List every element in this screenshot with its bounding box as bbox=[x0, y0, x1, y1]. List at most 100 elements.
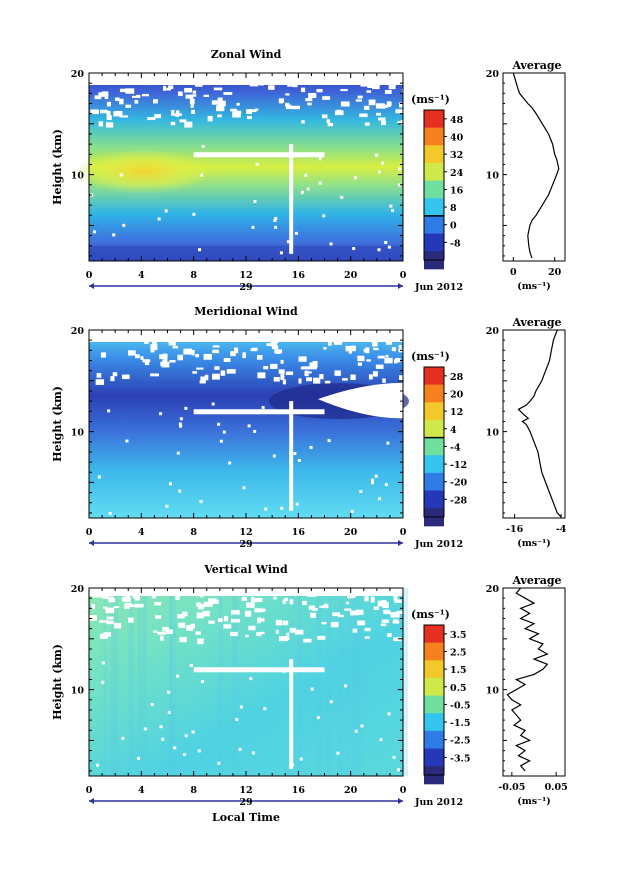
gap-cell bbox=[178, 622, 186, 628]
gap-cell bbox=[374, 474, 378, 478]
gap-cell bbox=[306, 371, 312, 374]
gap-cell bbox=[313, 377, 321, 384]
x-tick-label: 4 bbox=[138, 270, 145, 281]
vertical-streak bbox=[317, 588, 322, 776]
gap-cell bbox=[106, 122, 114, 128]
gap-cell bbox=[196, 367, 204, 370]
gap-cell bbox=[294, 231, 298, 235]
gap-cell bbox=[395, 109, 405, 114]
colorbar-segment bbox=[424, 198, 444, 217]
gap-cell bbox=[162, 626, 168, 632]
gap-cell bbox=[336, 109, 342, 115]
y-tick-label: 20 bbox=[71, 69, 85, 80]
profile-y-tick-label: 10 bbox=[486, 686, 500, 697]
chart-title: Zonal Wind bbox=[211, 48, 282, 61]
gap-cell bbox=[354, 729, 358, 733]
gap-cell bbox=[280, 359, 284, 364]
gap-cell bbox=[112, 372, 118, 377]
gap-cell bbox=[203, 94, 210, 97]
colorbar-label: -2.5 bbox=[450, 736, 470, 747]
gap-cell bbox=[391, 209, 395, 213]
colorbar-label: 32 bbox=[450, 150, 463, 161]
panel-3: Vertical Wind 0 4 8 12 16 20 0 10 20 Height (km) 29… bbox=[51, 563, 568, 824]
x-tick-label: 0 bbox=[86, 785, 93, 796]
gap-cell bbox=[357, 355, 365, 362]
x-tick-label: 16 bbox=[292, 270, 306, 281]
gap-cell bbox=[280, 506, 284, 510]
gap-cell bbox=[135, 603, 144, 608]
gap-cell bbox=[327, 123, 334, 127]
gap-cell bbox=[191, 349, 195, 356]
colorbar-label: -12 bbox=[450, 460, 467, 471]
gap-cell bbox=[372, 84, 380, 90]
gap-cell bbox=[179, 119, 187, 123]
gap-cell bbox=[106, 616, 114, 620]
gap-cell bbox=[385, 354, 389, 358]
vertical-streak bbox=[338, 588, 344, 776]
gap-cell bbox=[168, 85, 174, 89]
gap-cell bbox=[305, 98, 313, 102]
gap-cell bbox=[319, 605, 327, 608]
x-tick-label: 4 bbox=[138, 785, 145, 796]
gap-cell bbox=[100, 352, 107, 358]
gap-cell bbox=[217, 114, 222, 118]
gap-cell bbox=[106, 620, 114, 625]
colorbar-segment bbox=[424, 748, 444, 767]
gap-cell bbox=[217, 422, 221, 426]
date-label: 29 bbox=[239, 539, 253, 550]
profile-title: Average bbox=[511, 316, 561, 329]
gap-cell bbox=[364, 636, 370, 639]
colorbar-label: -3.5 bbox=[450, 753, 470, 764]
gap-cell bbox=[380, 623, 387, 627]
colorbar-label: 0 bbox=[450, 221, 457, 232]
gap-cell bbox=[186, 625, 194, 631]
gap-cell bbox=[177, 91, 183, 97]
profile-y-tick-label: 20 bbox=[486, 326, 500, 337]
gap-cell bbox=[91, 603, 96, 610]
gap-cell bbox=[103, 606, 108, 609]
gap-cell bbox=[176, 110, 180, 115]
gap-cell bbox=[364, 122, 370, 126]
gap-cell bbox=[98, 92, 108, 97]
gap-cell bbox=[147, 117, 156, 121]
colorbar-frame bbox=[423, 109, 445, 261]
gap-cell bbox=[166, 87, 172, 91]
gap-cell bbox=[203, 601, 213, 607]
gap-cell bbox=[212, 345, 220, 348]
x-tick-label: 12 bbox=[239, 270, 252, 281]
gap-cell bbox=[255, 162, 259, 166]
gap-cell bbox=[124, 602, 132, 606]
gap-cell bbox=[172, 345, 178, 349]
gap-cell bbox=[270, 363, 278, 369]
gap-cell bbox=[317, 635, 326, 640]
colorbar-segment bbox=[424, 677, 444, 697]
date-axis-arrow bbox=[89, 283, 94, 289]
gap-cell bbox=[197, 638, 204, 645]
gap-cell bbox=[245, 602, 255, 608]
colorbar-label: -4 bbox=[450, 442, 461, 453]
jet-core bbox=[74, 149, 214, 194]
gap-cell bbox=[107, 409, 111, 413]
gap-cell bbox=[207, 115, 213, 122]
gap-cell bbox=[231, 618, 241, 623]
gap-cell bbox=[398, 183, 402, 187]
gap-cell bbox=[271, 345, 279, 350]
gap-cell bbox=[293, 452, 297, 456]
gap-cell bbox=[233, 347, 239, 354]
gap-cell bbox=[113, 606, 120, 609]
gap-cell bbox=[382, 378, 386, 383]
gap-cell bbox=[295, 502, 299, 506]
colorbar-label: 8 bbox=[450, 203, 457, 214]
gap-cell bbox=[190, 103, 194, 108]
gap-cell bbox=[217, 100, 226, 107]
gap-cell bbox=[394, 599, 402, 603]
gap-cell bbox=[201, 144, 205, 148]
gap-cell bbox=[164, 209, 168, 213]
gap-cell bbox=[398, 167, 402, 171]
gap-cell bbox=[159, 412, 163, 416]
gap-cell bbox=[134, 99, 139, 104]
gap-cell bbox=[352, 247, 356, 251]
gap-cell bbox=[249, 109, 257, 113]
gap-cell bbox=[121, 736, 125, 740]
gap-cell bbox=[171, 109, 175, 116]
